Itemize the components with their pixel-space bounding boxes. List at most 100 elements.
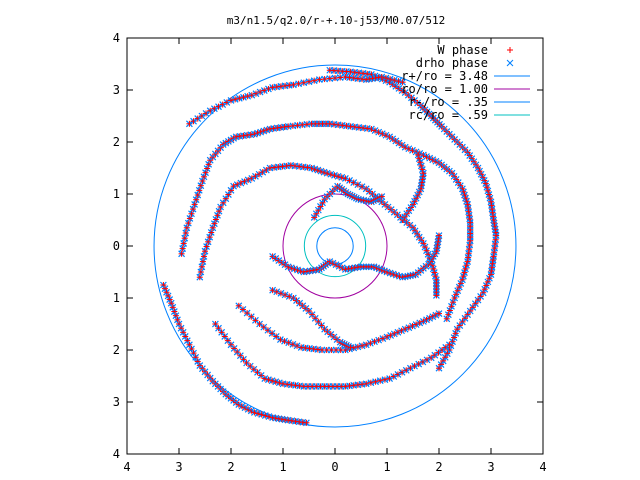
w-phase-point bbox=[465, 254, 472, 261]
w-phase-point bbox=[351, 69, 358, 76]
w-phase-point bbox=[367, 379, 374, 386]
w-phase-point bbox=[295, 80, 302, 87]
w-phase-point bbox=[490, 253, 497, 260]
w-phase-point bbox=[236, 95, 243, 102]
x-tick-label: 4 bbox=[123, 460, 130, 474]
w-phase-point bbox=[277, 83, 284, 90]
w-phase-point bbox=[359, 381, 366, 388]
w-phase-point bbox=[465, 208, 472, 215]
w-phase-point bbox=[311, 77, 318, 84]
w-phase-point bbox=[346, 74, 353, 81]
w-phase-point bbox=[466, 212, 473, 219]
w-phase-point bbox=[337, 74, 344, 81]
w-phase-point bbox=[399, 79, 406, 86]
w-phase-point bbox=[381, 376, 388, 383]
legend-label: drho phase bbox=[416, 56, 488, 70]
chart-title: m3/n1.5/q2.0/r-+.10-j53/M0.07/512 bbox=[227, 14, 446, 27]
w-phase-point bbox=[256, 321, 263, 327]
w-phase-point bbox=[455, 179, 462, 186]
w-phase-point bbox=[296, 418, 303, 425]
w-phase-point bbox=[492, 236, 499, 243]
w-phase-point bbox=[407, 204, 414, 211]
w-phase-point bbox=[405, 207, 412, 214]
axis-ticks bbox=[126, 37, 544, 455]
w-phase-point bbox=[275, 257, 282, 264]
w-phase-point bbox=[414, 231, 421, 238]
w-phase-point bbox=[382, 75, 389, 82]
w-phase-point bbox=[395, 85, 402, 92]
w-phase-point bbox=[300, 79, 307, 86]
w-phase-point bbox=[283, 162, 290, 169]
w-phase-point bbox=[275, 163, 282, 170]
w-phase-point bbox=[282, 261, 289, 268]
w-phase-point bbox=[364, 70, 371, 77]
w-phase-point bbox=[306, 345, 313, 352]
reference-circle bbox=[316, 227, 354, 265]
w-phase-point bbox=[428, 354, 435, 361]
w-phase-point bbox=[232, 96, 239, 103]
w-phase-point bbox=[199, 258, 206, 265]
w-phase-point bbox=[239, 306, 246, 313]
w-phase-point bbox=[492, 240, 499, 247]
w-phase-point bbox=[321, 76, 328, 83]
w-phase-point bbox=[466, 241, 473, 248]
w-phase-point bbox=[378, 193, 385, 200]
w-phase-point bbox=[284, 381, 291, 388]
w-phase-point bbox=[465, 250, 472, 257]
w-phase-point bbox=[436, 232, 442, 239]
w-phase-point bbox=[466, 152, 473, 159]
x-tick-label: 2 bbox=[435, 460, 442, 474]
w-phase-point bbox=[343, 122, 350, 129]
w-phase-point bbox=[186, 215, 193, 222]
w-phase-point bbox=[326, 120, 333, 127]
w-phase-point bbox=[347, 123, 354, 130]
w-phase-point bbox=[228, 97, 234, 104]
x-tick-label: 0 bbox=[331, 460, 338, 474]
w-phase-point bbox=[178, 250, 185, 257]
w-phase-point bbox=[303, 121, 310, 128]
w-phase-point bbox=[269, 330, 276, 337]
x-tick-label: 4 bbox=[539, 460, 546, 474]
w-phase-point bbox=[267, 165, 273, 171]
w-phase-point bbox=[254, 369, 261, 376]
w-phase-point bbox=[309, 311, 316, 318]
w-phase-point bbox=[190, 206, 197, 213]
w-phase-point bbox=[465, 205, 472, 212]
y-tick-label: 4 bbox=[113, 31, 120, 45]
x-tick-label: 3 bbox=[175, 460, 182, 474]
w-phase-point bbox=[286, 82, 293, 89]
w-phase-point bbox=[354, 343, 361, 350]
w-phase-point bbox=[442, 344, 449, 351]
w-phase-point bbox=[439, 347, 446, 353]
w-phase-point bbox=[489, 206, 496, 213]
y-tick-label: 1 bbox=[113, 291, 120, 305]
w-phase-point bbox=[488, 198, 494, 205]
w-phase-point bbox=[299, 121, 306, 128]
w-phase-point bbox=[489, 260, 496, 267]
w-phase-point bbox=[443, 315, 450, 322]
w-phase-point bbox=[270, 125, 277, 132]
w-phase-point bbox=[360, 124, 367, 131]
w-phase-point bbox=[302, 344, 309, 351]
w-phase-point bbox=[490, 213, 497, 220]
w-phase-point bbox=[355, 124, 362, 131]
w-phase-point bbox=[278, 259, 285, 266]
w-phase-point bbox=[274, 124, 281, 131]
w-phase-point bbox=[181, 235, 188, 242]
y-tick-label: 1 bbox=[113, 187, 120, 201]
w-phase-point bbox=[354, 381, 361, 388]
w-phase-point bbox=[435, 349, 442, 356]
w-phase-point bbox=[467, 237, 474, 244]
w-phase-point bbox=[183, 224, 190, 231]
w-phase-point bbox=[342, 383, 349, 390]
x-tick-label: 1 bbox=[279, 460, 286, 474]
w-phase-point bbox=[196, 274, 203, 281]
w-phase-point bbox=[363, 380, 370, 387]
w-phase-point bbox=[206, 234, 213, 241]
w-phase-point bbox=[185, 220, 192, 227]
w-phase-point bbox=[466, 215, 473, 222]
legend-label: ro/ro = 1.00 bbox=[401, 82, 488, 96]
w-phase-point bbox=[330, 121, 337, 128]
w-phase-point bbox=[387, 76, 394, 83]
